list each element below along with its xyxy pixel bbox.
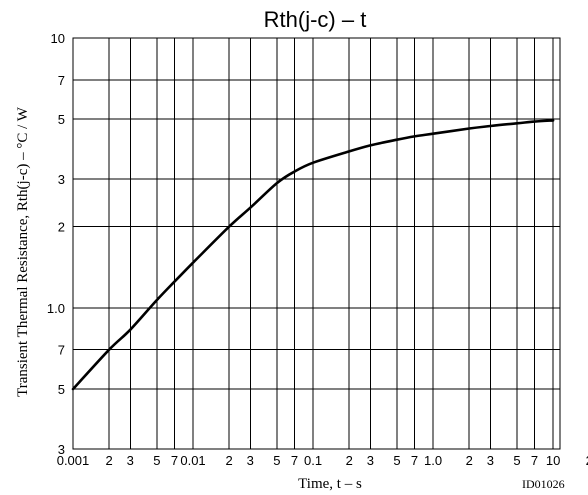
chart-title: Rth(j-c) – t [264,7,367,32]
y-tick-label: 3 [58,172,65,187]
x-tick-label: 2 [106,453,113,468]
x-tick-label: 5 [273,453,280,468]
y-tick-labels: 3 5 7 1.0 2 3 5 7 10 [47,31,65,457]
x-tick-label: 3 [367,453,374,468]
x-axis-label: Time, t – s [298,476,362,492]
x-tick-label: 2 [346,453,353,468]
x-tick-label: 5 [153,453,160,468]
x-tick-label: 0.1 [304,453,322,468]
x-tick-label: 5 [513,453,520,468]
thermal-resistance-curve [71,119,555,391]
y-tick-label: 5 [58,112,65,127]
x-tick-label: 1.0 [424,453,442,468]
x-tick-label: 5 [393,453,400,468]
x-tick-label: 7 [411,453,418,468]
x-tick-label: 3 [247,453,254,468]
x-tick-label: 7 [291,453,298,468]
y-tick-label: 1.0 [47,301,65,316]
y-tick-label: 7 [58,73,65,88]
x-tick-label: 10 [546,453,560,468]
plot-frame [72,37,561,450]
x-tick-label: 2 [466,453,473,468]
figure-id-label: ID01026 [522,477,565,491]
x-tick-label: 7 [531,453,538,468]
x-tick-label: 3 [487,453,494,468]
x-tick-label: 0.001 [57,453,90,468]
y-tick-label: 10 [51,31,65,46]
x-tick-label: 3 [127,453,134,468]
x-tick-label: 0.01 [180,453,205,468]
y-tick-label: 3 [58,442,65,457]
grid [73,38,560,449]
y-tick-label: 2 [58,220,65,235]
x-tick-label: 2 [226,453,233,468]
x-tick-label: 2 [586,453,588,468]
x-tick-label: 7 [171,453,178,468]
y-tick-label: 5 [58,382,65,397]
y-tick-label: 7 [58,343,65,358]
y-axis-label: Transient Thermal Resistance, Rth(j-c) –… [15,106,31,397]
